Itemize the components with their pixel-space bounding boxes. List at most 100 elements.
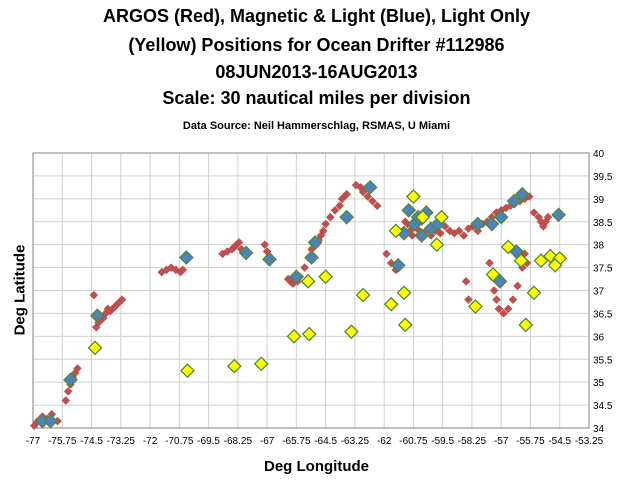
data-point xyxy=(547,257,563,273)
data-point xyxy=(318,226,328,236)
y-tick-label: 36 xyxy=(593,332,605,343)
data-point xyxy=(300,263,309,272)
data-point xyxy=(73,364,82,373)
data-point xyxy=(335,201,345,211)
data-point xyxy=(288,269,304,285)
data-point xyxy=(63,386,73,396)
data-point xyxy=(300,273,316,289)
data-point xyxy=(226,358,242,374)
data-point xyxy=(397,317,413,333)
data-point xyxy=(390,257,406,273)
x-tick-label: -57 xyxy=(494,436,509,447)
data-point xyxy=(301,326,317,342)
data-markers xyxy=(29,179,568,431)
data-point xyxy=(286,328,302,344)
y-tick-label: 40 xyxy=(593,149,605,160)
data-point xyxy=(178,265,188,275)
data-point xyxy=(63,372,78,388)
x-tick-label: -65.75 xyxy=(282,436,311,447)
data-point xyxy=(543,212,553,222)
series-light-only xyxy=(87,189,568,379)
data-point xyxy=(494,304,504,314)
y-tick-label: 35.5 xyxy=(593,355,613,366)
data-point xyxy=(325,212,335,222)
data-point xyxy=(454,226,464,236)
data-point xyxy=(415,209,431,225)
data-point xyxy=(493,209,509,225)
data-point xyxy=(485,258,494,268)
data-point xyxy=(238,245,254,261)
data-point xyxy=(358,187,368,197)
data-point xyxy=(180,363,195,379)
x-tick-label: -67 xyxy=(260,436,275,447)
data-point xyxy=(533,253,549,269)
data-point xyxy=(339,209,355,225)
data-point xyxy=(489,286,499,295)
data-point xyxy=(304,250,320,265)
data-point xyxy=(234,238,244,247)
data-point xyxy=(178,250,194,265)
plot-area xyxy=(32,152,590,429)
y-tick-label: 38.5 xyxy=(593,218,613,229)
data-point xyxy=(382,249,391,259)
x-tick-label: -63.25 xyxy=(341,436,370,447)
y-axis-label: Deg Latitude xyxy=(11,244,29,336)
x-tick-label: -62 xyxy=(377,436,392,447)
x-tick-label: -59.5 xyxy=(431,436,454,447)
data-point xyxy=(307,234,323,250)
data-point xyxy=(355,287,371,303)
x-tick-label: -69.5 xyxy=(197,436,220,447)
data-point xyxy=(406,189,421,204)
data-point xyxy=(342,189,352,199)
data-point xyxy=(368,196,377,206)
x-tick-label: -54.5 xyxy=(548,436,571,447)
data-point xyxy=(260,240,270,250)
data-point xyxy=(499,309,508,318)
data-point xyxy=(470,216,486,232)
y-tick-label: 39 xyxy=(593,195,605,206)
chart-subtitle: Data Source: Neil Hammerschlag, RSMAS, U… xyxy=(182,120,451,132)
x-tick-label: -55.75 xyxy=(516,436,545,447)
data-point xyxy=(401,202,417,218)
data-point xyxy=(117,295,127,305)
x-tick-label: -68.25 xyxy=(224,436,253,447)
gridlines xyxy=(32,152,590,429)
data-point xyxy=(435,228,445,238)
y-tick-label: 37.5 xyxy=(593,264,613,275)
data-point xyxy=(414,228,430,243)
data-point xyxy=(43,413,58,429)
data-point xyxy=(518,317,534,333)
data-point xyxy=(551,207,566,223)
data-point xyxy=(429,237,445,253)
data-point xyxy=(253,356,269,372)
y-tick-label: 35 xyxy=(593,378,605,389)
y-tick-label: 34 xyxy=(593,424,605,435)
chart-title-line-4: Scale: 30 nautical miles per division xyxy=(162,88,471,108)
data-point xyxy=(461,276,471,286)
x-tick-label: -64.5 xyxy=(314,436,337,447)
chart-title-line-2: (Yellow) Positions for Ocean Drifter #11… xyxy=(128,35,505,55)
x-tick-label: -74.5 xyxy=(80,436,103,447)
x-tick-label: -77 xyxy=(26,436,41,447)
x-axis-ticks: -77 -75.75 -74.5 -73.25 -72 -70.75 -69.5 -68.25… xyxy=(26,436,604,447)
data-point xyxy=(500,239,516,255)
data-point xyxy=(485,267,501,282)
y-tick-label: 38 xyxy=(593,241,605,252)
data-point xyxy=(262,251,277,267)
data-point xyxy=(383,296,399,312)
data-point xyxy=(508,295,518,305)
x-tick-label: -72 xyxy=(143,436,158,447)
data-point xyxy=(343,324,359,340)
data-point xyxy=(529,208,539,217)
data-point xyxy=(372,201,382,211)
x-axis-label: Deg Longitude xyxy=(264,458,369,475)
x-tick-label: -53.25 xyxy=(575,436,604,447)
data-point xyxy=(492,295,501,305)
x-tick-label: -75.75 xyxy=(48,436,77,447)
data-point xyxy=(89,308,105,324)
y-tick-label: 34.5 xyxy=(593,401,613,412)
data-point xyxy=(503,304,513,314)
data-point xyxy=(87,340,103,356)
y-tick-label: 37 xyxy=(593,287,605,298)
data-point xyxy=(514,186,530,202)
